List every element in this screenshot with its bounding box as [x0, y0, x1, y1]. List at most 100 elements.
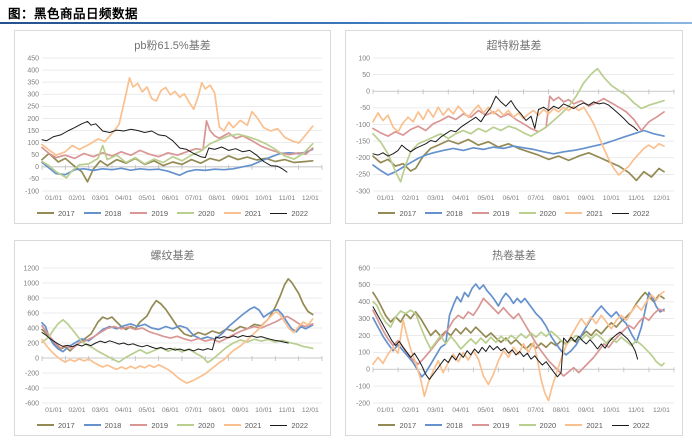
y-axis-label: 400 [358, 299, 370, 306]
series-line-2022 [372, 306, 639, 380]
legend-label: 2020 [198, 208, 215, 218]
legend-swatch-2017 [36, 424, 54, 426]
rebar-basis-plot-svg: -600 -400 -200 0 200 400 600 800 1000 1200 01/01 02… [23, 265, 323, 414]
legend-label: 2019 [151, 208, 168, 218]
legend-swatch-2020 [518, 212, 536, 214]
legend-item-2020: 2020 [177, 209, 215, 218]
x-axis-label: 02/01 [68, 195, 85, 202]
legend-label: 2019 [492, 208, 510, 218]
x-axis-label: 10/01 [603, 195, 620, 202]
legend-label: 2018 [104, 208, 122, 218]
legend-item-2017: 2017 [36, 420, 75, 430]
x-axis-label: 12/01 [653, 407, 670, 414]
series-line-2019 [41, 315, 314, 350]
legend-item-2017: 2017 [378, 421, 416, 430]
x-axis-label: 01/01 [45, 407, 62, 414]
legend-swatch-2022 [270, 212, 288, 214]
x-axis-label: 11/01 [279, 407, 296, 414]
legend-item-2020: 2020 [177, 421, 215, 430]
super-special-fines-basis-chart: 超特粉基差 -300 -250 -200 -150 -100 -50 0 50 100 01/01… [345, 30, 683, 224]
y-axis-label: 300 [358, 316, 370, 323]
legend-item-2021: 2021 [223, 209, 261, 218]
x-axis-label: 06/01 [502, 407, 519, 414]
x-axis-label: 02/01 [402, 195, 419, 202]
y-axis-label: -150 [356, 138, 370, 145]
legend-item-2018: 2018 [425, 209, 463, 218]
series-line-2017 [41, 278, 314, 352]
chart-title: 超特粉基差 [486, 40, 542, 52]
y-axis-label: 1000 [23, 280, 39, 287]
series-line-2021 [372, 104, 665, 176]
legend-swatch-2020 [518, 424, 536, 426]
y-axis-label: 400 [27, 325, 39, 332]
y-axis-label: 600 [358, 265, 370, 272]
legend-swatch-2022 [270, 424, 288, 426]
legend-item-2019: 2019 [471, 421, 510, 430]
legend-label: 2017 [399, 208, 417, 218]
legend-item-2021: 2021 [223, 420, 262, 430]
y-axis-label: -50 [29, 176, 39, 183]
legend-label: 2018 [446, 208, 463, 218]
legend-swatch-2022 [611, 212, 629, 214]
legend-swatch-2017 [36, 212, 54, 214]
chart-title: pb粉61.5%基差 [134, 40, 211, 52]
legend-item-2022: 2022 [270, 421, 308, 430]
chart-legend: 2017 2018 2019 2020 2021 2022 [346, 415, 682, 435]
pb-fines-basis-plot-svg: -100 -50 0 50 100 150 200 250 300 350 400 450 01/01 0… [25, 55, 323, 202]
x-axis-label: 03/01 [427, 195, 444, 202]
y-axis-label: 100 [358, 55, 370, 62]
legend-label: 2018 [104, 420, 122, 430]
y-axis-label: -600 [25, 400, 39, 407]
x-axis-label: 03/01 [427, 407, 444, 414]
x-axis-label: 06/01 [502, 195, 519, 202]
x-axis-label: 08/01 [553, 195, 570, 202]
x-axis-label: 07/01 [528, 195, 545, 202]
legend-swatch-2021 [565, 424, 583, 426]
legend-label: 2020 [539, 208, 557, 218]
x-axis-label: 05/01 [477, 407, 494, 414]
x-axis-label: 08/01 [553, 407, 570, 414]
y-axis-label: 1200 [23, 265, 39, 272]
y-axis-label: -50 [360, 105, 370, 112]
series-line-2022 [372, 95, 639, 157]
x-axis-label: 01/01 [377, 195, 394, 202]
x-axis-label: 11/01 [628, 195, 645, 202]
legend-item-2017: 2017 [378, 209, 416, 218]
y-axis-label: 0 [35, 355, 39, 362]
legend-item-2017: 2017 [36, 209, 75, 218]
hot-coil-basis-chart: 热卷基差 -200 -100 0 100 200 300 400 500 600 01/01 02/… [345, 240, 683, 436]
x-axis-label: 05/01 [477, 195, 494, 202]
series-line-2022 [41, 332, 289, 352]
legend-item-2021: 2021 [565, 209, 603, 218]
x-axis-label: 04/01 [115, 407, 132, 414]
legend-item-2018: 2018 [83, 420, 122, 430]
legend-label: 2017 [57, 420, 75, 430]
y-axis-label: 150 [27, 128, 39, 135]
series-line-2018 [372, 283, 665, 378]
legend-item-2022: 2022 [611, 208, 650, 218]
legend-swatch-2019 [471, 212, 489, 214]
x-axis-label: 01/01 [377, 407, 394, 414]
y-axis-label: 400 [27, 67, 39, 74]
y-axis-label: -100 [356, 122, 370, 129]
x-axis-label: 10/01 [255, 195, 272, 202]
x-axis-label: 04/01 [115, 195, 132, 202]
super-special-fines-basis-plot-svg: -300 -250 -200 -150 -100 -50 0 50 100 01/01 02/01 0… [356, 55, 675, 202]
y-axis-label: 50 [362, 72, 370, 79]
legend-label: 2020 [198, 420, 215, 430]
y-axis-label: 200 [358, 333, 370, 340]
y-axis-label: 200 [27, 116, 39, 123]
y-axis-label: 350 [27, 79, 39, 86]
legend-item-2022: 2022 [270, 209, 308, 218]
series-line-2020 [41, 318, 314, 364]
series-line-2022 [41, 120, 288, 173]
x-axis-label: 05/01 [138, 195, 155, 202]
y-axis-label: 300 [27, 92, 39, 99]
legend-swatch-2021 [565, 212, 583, 214]
legend-label: 2021 [244, 420, 262, 430]
y-axis-label: 200 [27, 340, 39, 347]
x-axis-label: 09/01 [232, 195, 249, 202]
legend-label: 2022 [632, 208, 650, 218]
y-axis-label: -100 [356, 383, 370, 390]
